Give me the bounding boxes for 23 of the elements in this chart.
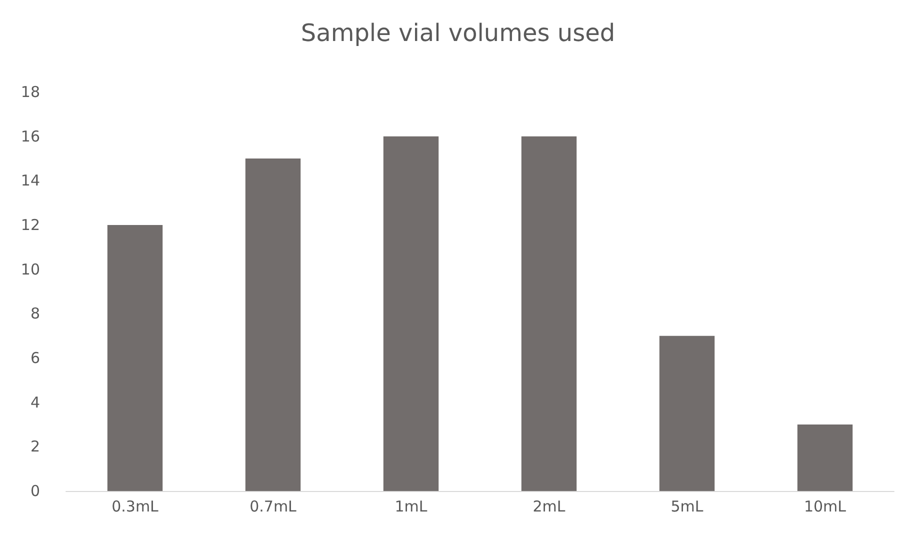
y-tick-label: 2	[30, 438, 40, 456]
x-tick-label: 0.3mL	[112, 498, 160, 516]
x-tick-label: 1mL	[394, 498, 428, 516]
y-tick-label: 10	[20, 260, 40, 278]
y-tick-label: 12	[20, 216, 40, 234]
bar	[659, 336, 715, 491]
bar	[245, 158, 301, 491]
y-tick-label: 18	[20, 83, 40, 101]
bar	[521, 136, 577, 491]
y-tick-label: 8	[30, 304, 40, 323]
x-tick-label: 10mL	[804, 498, 847, 516]
bar	[107, 225, 163, 491]
y-tick-label: 0	[30, 482, 40, 500]
y-tick-label: 4	[30, 393, 40, 412]
bar	[797, 424, 853, 491]
x-tick-label: 2mL	[532, 498, 566, 516]
bar	[383, 136, 439, 491]
y-tick-label: 14	[20, 172, 40, 190]
y-tick-label: 6	[30, 349, 40, 367]
chart-title: Sample vial volumes used	[300, 19, 616, 47]
x-tick-label: 0.7mL	[250, 498, 298, 516]
y-tick-label: 16	[20, 127, 40, 146]
x-tick-label: 5mL	[670, 498, 704, 516]
